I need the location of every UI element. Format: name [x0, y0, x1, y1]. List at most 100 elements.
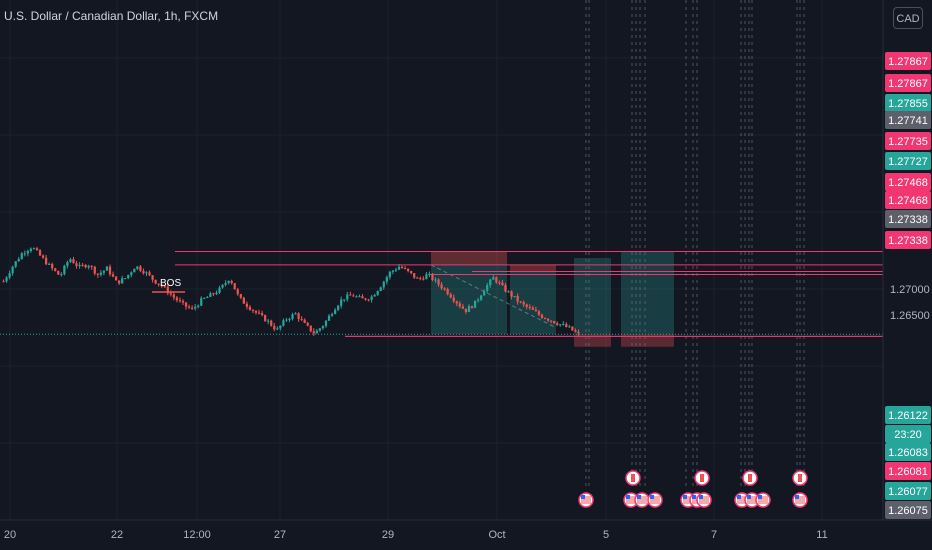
candle-body: [458, 303, 461, 307]
candle-body: [367, 299, 370, 301]
price-label-text: 1.27727: [888, 156, 928, 168]
candle-body: [227, 280, 230, 284]
candle-body: [437, 279, 440, 285]
candle-body: [102, 270, 106, 273]
candle-body: [257, 312, 261, 314]
candle-body: [169, 293, 172, 295]
candle-body: [239, 294, 242, 298]
candle-body: [267, 320, 270, 322]
price-label-text: 1.27735: [888, 136, 928, 148]
candle-body: [118, 280, 121, 284]
candle-body: [407, 268, 410, 271]
candle-body: [537, 311, 541, 315]
candle-body: [379, 287, 382, 291]
candle-body: [306, 322, 309, 326]
candle-body: [2, 281, 5, 283]
candle-body: [29, 248, 33, 252]
time-tick-label: 5: [603, 529, 609, 541]
candle-body: [276, 328, 279, 330]
candle-body: [233, 283, 236, 290]
canada-flag-icon: [798, 474, 802, 482]
time-tick-label: 12:00: [183, 529, 211, 541]
candle-body: [464, 308, 468, 312]
us-flag-icon: [692, 495, 696, 499]
candle-body: [260, 313, 264, 316]
candle-body: [279, 325, 282, 329]
candle-body: [443, 288, 446, 290]
currency-button[interactable]: CAD: [893, 7, 923, 29]
candle-body: [178, 300, 182, 302]
candle-body: [270, 320, 273, 326]
price-label: [885, 406, 931, 424]
candle-body: [145, 272, 148, 274]
candle-body: [364, 298, 367, 300]
candle-body: [343, 299, 346, 301]
price-label-text: 1.27867: [888, 78, 928, 90]
position-zone: [510, 264, 556, 272]
us-flag-icon: [699, 495, 703, 499]
candle-body: [285, 319, 288, 321]
candle-body: [230, 280, 233, 284]
candle-body: [14, 261, 17, 267]
candle-body: [63, 265, 66, 275]
horizontal-levels[interactable]: [0, 250, 883, 337]
candle-body: [114, 276, 118, 281]
time-tick-label: 27: [274, 529, 286, 541]
candle-body: [51, 263, 54, 269]
candle-body: [203, 297, 206, 299]
price-label-text: 1.27338: [888, 214, 928, 226]
candle-body: [154, 279, 157, 284]
us-flag-icon: [637, 495, 641, 499]
price-label-text: 1.27867: [888, 56, 928, 68]
candle-body: [397, 266, 401, 270]
candle-body: [41, 255, 45, 258]
candle-body: [200, 298, 203, 306]
candle-body: [528, 306, 531, 308]
price-label-text: 23:20: [894, 429, 922, 441]
candle-body: [133, 268, 136, 273]
candle-body: [184, 302, 188, 307]
candle-body: [312, 331, 315, 334]
candle-body: [254, 310, 258, 313]
us-flag-icon: [650, 495, 654, 499]
candle-body: [391, 270, 395, 272]
price-label: [885, 132, 931, 150]
candle-body: [206, 297, 209, 299]
candle-body: [84, 264, 87, 268]
candle-body: [373, 294, 376, 297]
time-axis[interactable]: 20 22 12:00 27 29 Oct 5 7 11: [4, 529, 828, 541]
candle-body: [480, 295, 483, 300]
price-axis[interactable]: 1.27000 1.26500 1.27867 1.27867 1.27855 1.277…: [885, 52, 931, 519]
candle-body: [215, 292, 218, 295]
candle-body: [288, 318, 291, 320]
candle-body: [507, 291, 510, 293]
candle-body: [534, 309, 538, 312]
candle-body: [327, 315, 331, 321]
candle-body: [20, 253, 23, 260]
price-label-text: 1.27741: [888, 115, 928, 127]
price-tick-label: 1.27000: [890, 284, 930, 296]
candle-body: [78, 264, 81, 267]
candle-body: [410, 270, 413, 274]
time-tick-label: 7: [711, 529, 717, 541]
candle-body: [297, 313, 300, 319]
position-zone: [574, 334, 611, 347]
candle-body: [81, 264, 84, 266]
candle-body: [522, 302, 525, 305]
candle-body: [23, 253, 26, 255]
candle-body: [571, 326, 574, 331]
economic-events[interactable]: [578, 470, 808, 508]
position-zone: [621, 334, 674, 347]
grid-lines: [0, 0, 883, 520]
price-label-text: 1.26083: [888, 447, 928, 459]
price-label: [885, 501, 931, 519]
candle-body: [440, 284, 443, 289]
candle-body: [476, 299, 480, 301]
candle-body: [501, 282, 504, 286]
us-flag-icon: [626, 495, 630, 499]
canada-flag-icon: [700, 474, 704, 482]
candle-body: [69, 259, 72, 263]
candle-body: [370, 296, 373, 300]
us-flag-icon: [737, 495, 741, 499]
